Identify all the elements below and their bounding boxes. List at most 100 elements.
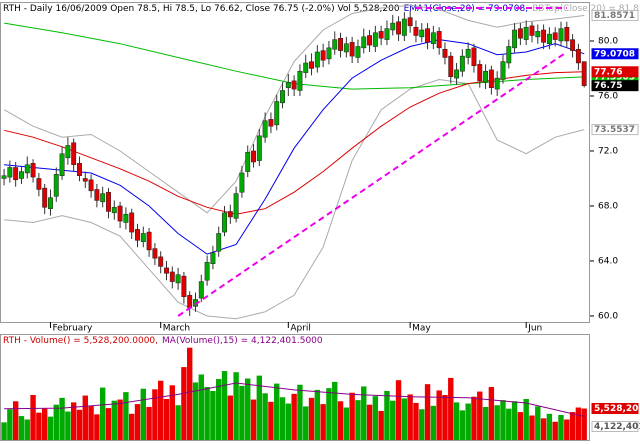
- candle-body: [419, 29, 425, 38]
- volume-bar: [442, 394, 448, 440]
- candle-body: [488, 69, 494, 88]
- candle-body: [529, 25, 535, 36]
- volume-bar: [233, 372, 239, 440]
- candle-body: [459, 55, 465, 72]
- candle-body: [135, 229, 140, 241]
- volume-bar: [506, 408, 512, 440]
- volume-bar: [94, 414, 100, 440]
- volume-bar: [523, 398, 529, 440]
- volume-bar: [82, 395, 88, 440]
- volume-bar: [471, 396, 477, 440]
- volume-header: RTH - Volume() = 5,528,200.0000, MA(Volum…: [3, 336, 323, 346]
- volume-bar: [53, 404, 59, 440]
- volume-bar: [407, 394, 413, 440]
- volume-bar: [314, 389, 321, 440]
- candle-body: [326, 47, 332, 60]
- volume-bar: [187, 347, 193, 440]
- candle-body: [430, 32, 436, 44]
- candle-body: [396, 21, 402, 35]
- volume-bar: [12, 401, 19, 440]
- price-header: RTH - Daily 16/06/2009 Open 78.5, Hi 78.…: [3, 4, 640, 14]
- candle-body: [384, 28, 390, 40]
- volume-bar: [308, 397, 315, 440]
- candle-body: [465, 48, 471, 58]
- volume-bar: [134, 404, 141, 440]
- volume-bar: [70, 402, 77, 440]
- candle-body: [1, 175, 7, 179]
- volume-bar: [245, 378, 251, 440]
- close-value-label-box: [591, 80, 639, 92]
- header-part: MA(Volume(),15) = 4,122,401.5000: [162, 336, 323, 346]
- candle-body: [245, 152, 251, 172]
- candle-body: [494, 77, 500, 90]
- candle-body: [303, 62, 309, 73]
- candle-body: [187, 295, 193, 308]
- x-tick-label: May: [412, 324, 431, 334]
- indicator-line: [3, 4, 585, 214]
- volume-bar: [482, 406, 489, 440]
- volume-bar: [320, 404, 326, 440]
- volume-bar: [477, 391, 483, 440]
- candle-body: [320, 50, 326, 61]
- indicator-value-label: 81.8571: [594, 11, 635, 21]
- volume-bar: [436, 390, 442, 440]
- candle-body: [82, 178, 88, 182]
- candle-body: [512, 29, 518, 49]
- volume-bar: [366, 404, 373, 440]
- volume-bar: [448, 377, 454, 440]
- indicator-value-label-box: [591, 48, 639, 60]
- candle-body: [251, 150, 256, 163]
- candle-body: [198, 281, 204, 299]
- candle-body: [158, 256, 164, 267]
- candle-body: [297, 70, 303, 91]
- volume-bar: [552, 421, 558, 440]
- indicator-line: [4, 39, 585, 255]
- volume-bar: [157, 380, 164, 440]
- volume-bar: [216, 379, 222, 440]
- candle-body: [575, 48, 581, 64]
- candle-body: [42, 187, 48, 208]
- candle-body: [517, 28, 523, 39]
- candle-body: [413, 26, 419, 36]
- volume-bar: [297, 384, 303, 440]
- candle-body: [65, 145, 71, 159]
- candle-body: [291, 80, 297, 90]
- volume-bar: [221, 371, 228, 440]
- volume-bar: [378, 410, 384, 440]
- volume-bar: [424, 384, 431, 440]
- volume-ma-label-box: [591, 421, 639, 433]
- candle-body: [106, 191, 111, 212]
- candle-body: [471, 47, 477, 66]
- volume-bar: [169, 385, 176, 440]
- candle-body: [88, 179, 94, 192]
- candle-body: [268, 119, 274, 127]
- volume-bar: [564, 419, 570, 440]
- candle-body: [343, 43, 349, 53]
- candle-body: [123, 213, 129, 223]
- candle-body: [448, 55, 454, 77]
- candle-body: [7, 167, 13, 178]
- volume-bar: [355, 400, 361, 440]
- volume-bar: [500, 400, 506, 440]
- volume-bar: [332, 381, 338, 440]
- candle-body: [349, 42, 355, 57]
- volume-bar: [535, 406, 541, 440]
- candle-body: [477, 64, 483, 82]
- candle-body: [233, 193, 239, 219]
- volume-bar: [361, 386, 367, 440]
- candle-body: [274, 101, 280, 126]
- volume-bar: [59, 397, 65, 440]
- candle-body: [564, 26, 570, 42]
- candle-body: [152, 248, 158, 259]
- candle-body: [175, 274, 181, 284]
- candle-body: [117, 205, 123, 222]
- indicator-value-label: 73.5537: [594, 125, 635, 135]
- volume-bar: [517, 412, 524, 440]
- volume-bar: [99, 387, 106, 440]
- volume-bar: [430, 405, 437, 440]
- volume-bar: [569, 412, 576, 440]
- volume-bar: [250, 399, 257, 440]
- volume-ma-line: [4, 382, 585, 417]
- volume-bar: [575, 407, 582, 440]
